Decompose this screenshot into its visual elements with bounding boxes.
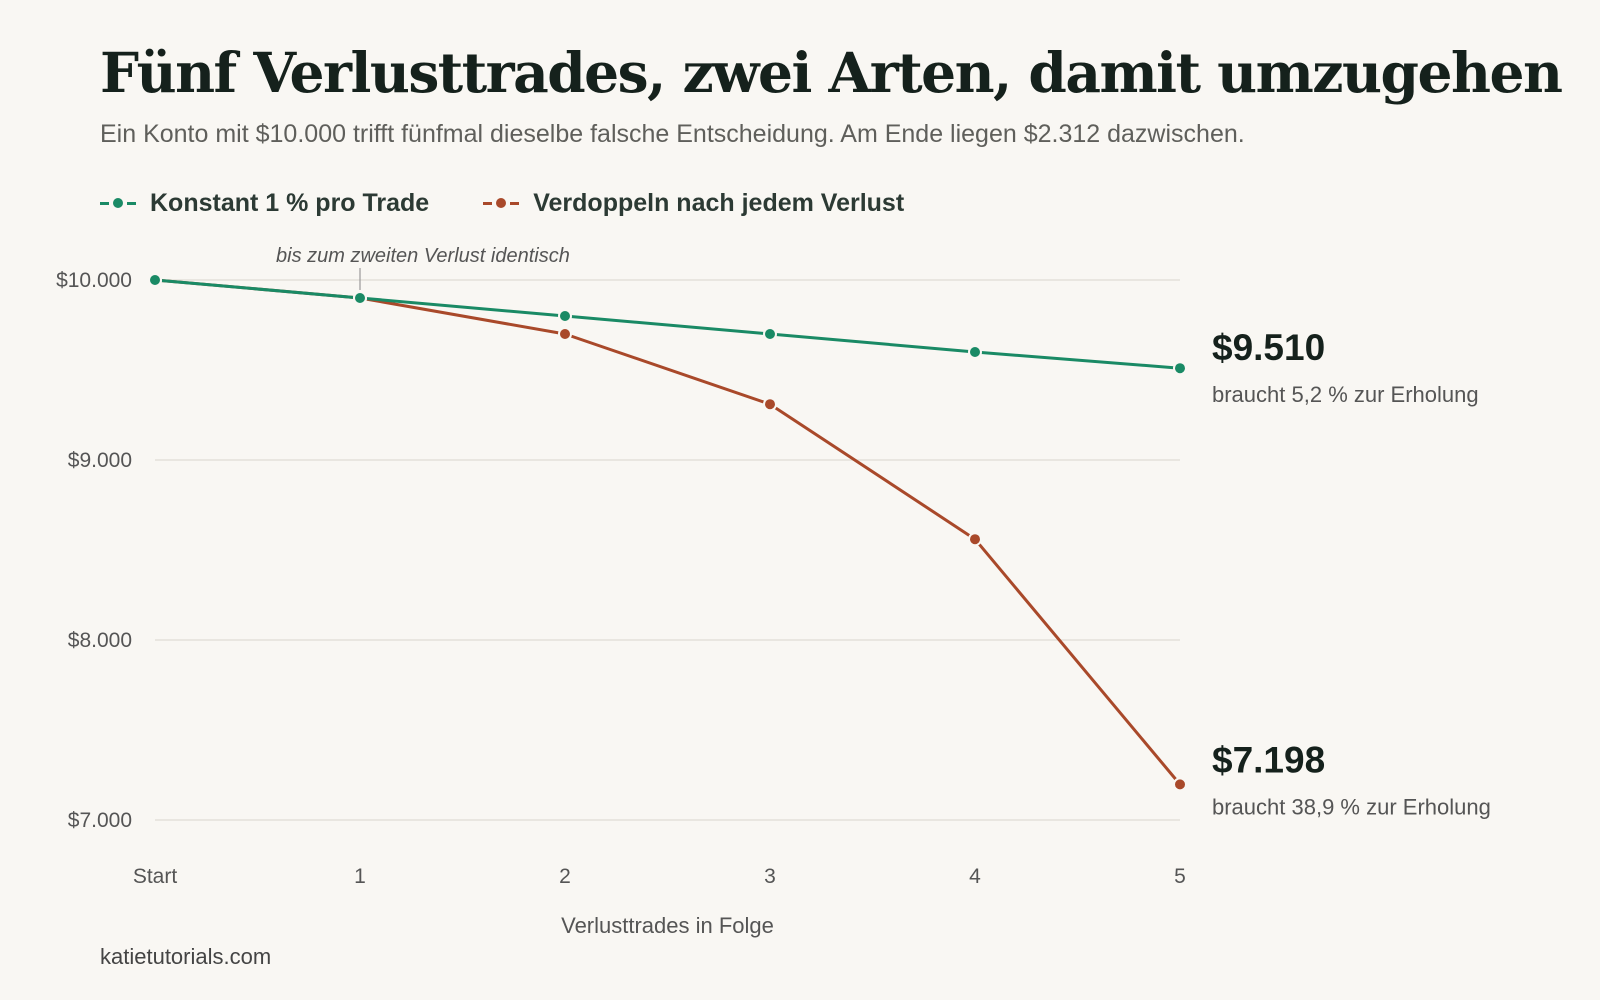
y-tick-label: $10.000 [56,269,132,292]
y-tick-label: $8.000 [68,629,132,652]
x-tick-label: Start [133,865,178,888]
legend: Konstant 1 % pro Trade Verdoppeln nach j… [100,186,958,220]
data-point-constant [1173,361,1187,376]
x-tick-label: 1 [354,865,366,888]
data-point-constant [763,327,777,341]
data-point-constant [353,291,367,305]
end-note-doubling: braucht 38,9 % zur Erholung [1212,794,1491,819]
data-point-constant [968,345,982,359]
data-point-doubling [1173,777,1187,792]
data-point-doubling [968,532,982,547]
end-value-doubling: $7.198 [1212,739,1325,780]
y-tick-label: $7.000 [68,809,132,832]
chart-subtitle: Ein Konto mit $10.000 trifft fünfmal die… [100,120,1245,148]
x-tick-label: 5 [1174,865,1186,888]
data-point-constant [558,309,572,323]
legend-label-doubling: Verdoppeln nach jedem Verlust [533,188,905,217]
legend-swatch-doubling [483,196,520,210]
annotation-text: bis zum zweiten Verlust identisch [276,245,570,267]
end-note-constant: braucht 5,2 % zur Erholung [1212,382,1479,407]
x-tick-label: 4 [969,865,981,888]
legend-item-constant: Konstant 1 % pro Trade [100,189,429,218]
series-line-constant [153,278,1182,370]
legend-swatch-constant [100,196,136,210]
x-tick-label: 3 [764,865,776,888]
legend-label-constant: Konstant 1 % pro Trade [150,188,430,217]
source-credit: katietutorials.com [100,944,272,969]
data-point-doubling [558,327,572,341]
data-point-constant [148,273,162,287]
y-tick-label: $9.000 [68,449,132,472]
legend-item-doubling: Verdoppeln nach jedem Verlust [483,189,904,218]
x-tick-label: 2 [559,865,571,888]
data-point-doubling [763,397,777,412]
end-value-constant: $9.510 [1212,327,1325,368]
x-axis-title: Verlusttrades in Folge [561,913,774,938]
chart-title: Fünf Verlusttrades, zwei Arten, damit um… [100,40,1563,105]
